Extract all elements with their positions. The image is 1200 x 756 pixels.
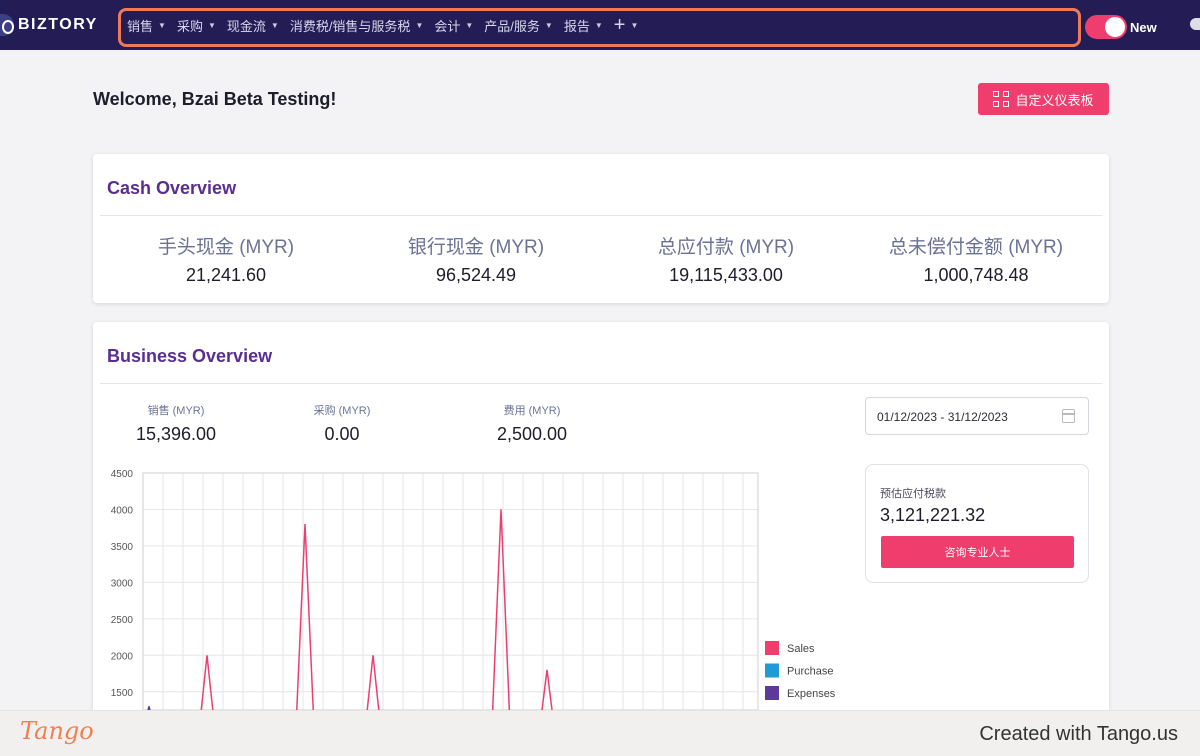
business-overview-title: Business Overview bbox=[107, 346, 273, 366]
sales-stat: 销售 (MYR) 15,396.00 bbox=[135, 405, 217, 444]
legend-label-purchase[interactable]: Purchase bbox=[787, 666, 833, 678]
chart-series-sales-point bbox=[541, 669, 553, 710]
caret-down-icon: ▼ bbox=[270, 20, 279, 30]
nav-item-add[interactable]: + ▼ bbox=[614, 15, 639, 35]
chart-y-tick-label: 4500 bbox=[111, 469, 134, 480]
chart-y-tick-label: 4000 bbox=[111, 505, 134, 516]
divider bbox=[100, 383, 1102, 384]
divider bbox=[100, 215, 1102, 216]
estimated-tax-value: 3,121,221.32 bbox=[880, 505, 986, 525]
nav-item-cashflow[interactable]: 现金流 ▼ bbox=[226, 18, 279, 34]
chart-series-sales-point bbox=[366, 655, 380, 710]
cash-on-hand-stat: 手头现金 (MYR) 21,241.60 bbox=[157, 237, 295, 285]
date-range-value: 01/12/2023 - 31/12/2023 bbox=[877, 410, 1008, 424]
caret-down-icon: ▼ bbox=[465, 20, 474, 30]
customize-dashboard-button[interactable]: 自定义仪表板 bbox=[978, 83, 1109, 115]
new-ui-toggle[interactable] bbox=[1085, 15, 1127, 39]
biztory-logo[interactable]: BIZTORY bbox=[0, 12, 98, 38]
chart-series-expenses-point bbox=[147, 706, 151, 710]
grid-icon bbox=[993, 91, 1010, 107]
date-range-picker[interactable]: 01/12/2023 - 31/12/2023 bbox=[865, 397, 1089, 435]
nav-highlight-box bbox=[118, 8, 1081, 47]
chart-y-tick-label: 1500 bbox=[111, 688, 134, 699]
chart-y-tick-label: 3500 bbox=[111, 542, 134, 553]
toggle-label: New bbox=[1130, 20, 1157, 35]
main-menu: 销售 ▼ 采购 ▼ 现金流 ▼ 消费税/销售与服务税 ▼ 会计 ▼ 产品/服务 ▼ 报告 ▼ … bbox=[127, 13, 649, 37]
chart-y-tick-label: 2500 bbox=[111, 615, 134, 626]
purchase-stat: 采购 (MYR) 0.00 bbox=[313, 405, 371, 444]
legend-swatch-purchase bbox=[765, 663, 779, 678]
caret-down-icon: ▼ bbox=[630, 20, 639, 30]
caret-down-icon: ▼ bbox=[544, 20, 553, 30]
legend-label-expenses[interactable]: Expenses bbox=[787, 688, 836, 700]
nav-item-reports[interactable]: 报告 ▼ bbox=[563, 18, 603, 34]
nav-item-accounting[interactable]: 会计 ▼ bbox=[434, 18, 474, 34]
tango-footer: Tango Created with Tango.us bbox=[0, 710, 1200, 756]
calendar-icon bbox=[1062, 409, 1075, 423]
welcome-heading: Welcome, Bzai Beta Testing! bbox=[93, 89, 337, 109]
toggle-knob bbox=[1105, 17, 1125, 37]
caret-down-icon: ▼ bbox=[207, 20, 216, 30]
chart-series-sales-point bbox=[491, 509, 511, 710]
estimated-tax-label: 预估应付税款 bbox=[880, 488, 946, 500]
cash-overview-title: Cash Overview bbox=[107, 178, 237, 198]
nav-item-purchase[interactable]: 采购 ▼ bbox=[176, 18, 216, 34]
chart-y-tick-label: 2000 bbox=[111, 651, 134, 662]
legend-label-sales[interactable]: Sales bbox=[787, 643, 815, 655]
tango-logo: Tango bbox=[20, 717, 94, 745]
biztory-logo-icon bbox=[0, 14, 14, 36]
total-payable-stat: 总应付款 (MYR) 19,115,433.00 bbox=[657, 237, 795, 285]
cash-overview-card: Cash Overview bbox=[93, 154, 1109, 303]
nav-item-sales[interactable]: 销售 ▼ bbox=[127, 18, 166, 34]
expenses-stat: 费用 (MYR) 2,500.00 bbox=[496, 405, 568, 444]
business-overview-chart: 4500 4000 3500 3000 2500 2000 1500 Sales Purchas… bbox=[111, 469, 836, 710]
nav-item-products[interactable]: 产品/服务 ▼ bbox=[484, 18, 553, 34]
caret-down-icon: ▼ bbox=[594, 20, 603, 30]
chart-series-sales-point bbox=[296, 524, 314, 710]
plus-icon: + bbox=[613, 14, 626, 36]
consult-professional-button[interactable]: 咨询专业人士 bbox=[881, 536, 1074, 568]
cash-in-bank-stat: 银行现金 (MYR) 96,524.49 bbox=[407, 237, 545, 285]
estimated-tax-card: 预估应付税款 3,121,221.32 咨询专业人士 bbox=[865, 464, 1089, 583]
top-navigation-bar: BIZTORY 销售 ▼ 采购 ▼ 现金流 ▼ 消费税/销售与服务税 ▼ 会计 ▼ 产品/… bbox=[0, 0, 1200, 50]
legend-swatch-expenses bbox=[765, 686, 779, 700]
nav-item-tax[interactable]: 消费税/销售与服务税 ▼ bbox=[289, 18, 424, 34]
logo-text: BIZTORY bbox=[18, 16, 98, 33]
chart-series-sales-point bbox=[200, 655, 214, 710]
tango-credit: Created with Tango.us bbox=[979, 723, 1178, 745]
total-outstanding-stat: 总未偿付金额 (MYR) 1,000,748.48 bbox=[888, 237, 1064, 285]
caret-down-icon: ▼ bbox=[415, 20, 424, 30]
legend-swatch-sales bbox=[765, 641, 779, 655]
chart-plot-border bbox=[142, 472, 759, 710]
chart-y-tick-label: 3000 bbox=[111, 578, 134, 589]
caret-down-icon: ▼ bbox=[158, 20, 166, 30]
user-menu-icon[interactable] bbox=[1190, 18, 1200, 30]
